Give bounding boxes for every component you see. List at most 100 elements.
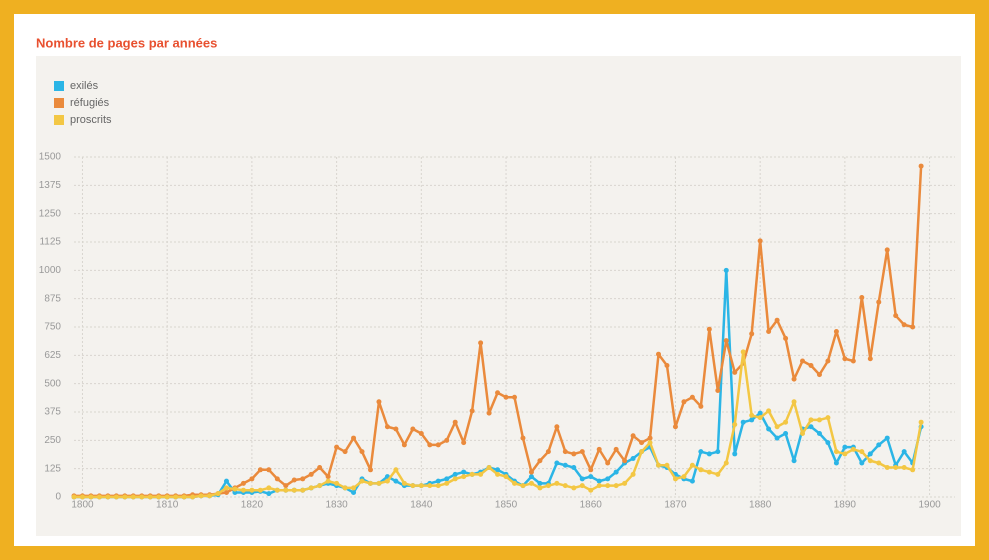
data-point bbox=[816, 431, 822, 437]
data-point bbox=[300, 476, 306, 482]
data-point bbox=[461, 440, 467, 446]
data-point bbox=[766, 408, 772, 414]
data-point bbox=[105, 494, 111, 500]
data-point bbox=[800, 431, 806, 437]
data-point bbox=[249, 487, 255, 493]
data-point bbox=[757, 410, 763, 416]
data-point bbox=[351, 489, 357, 495]
data-point bbox=[528, 469, 534, 475]
data-point bbox=[291, 487, 297, 493]
data-point bbox=[384, 478, 390, 484]
data-point bbox=[554, 424, 560, 430]
data-point bbox=[791, 399, 797, 405]
data-point bbox=[342, 485, 348, 491]
data-point bbox=[367, 480, 373, 486]
data-point bbox=[715, 449, 721, 455]
data-point bbox=[376, 399, 382, 405]
data-point bbox=[816, 417, 822, 423]
data-point bbox=[528, 480, 534, 486]
data-point bbox=[825, 415, 831, 421]
data-point bbox=[122, 494, 128, 500]
data-point bbox=[164, 494, 170, 500]
data-point bbox=[359, 478, 365, 484]
data-point bbox=[334, 480, 340, 486]
data-point bbox=[698, 467, 704, 473]
data-point bbox=[698, 449, 704, 455]
data-point bbox=[876, 299, 882, 305]
data-point bbox=[605, 460, 611, 466]
y-tick-label: 1000 bbox=[39, 265, 62, 276]
data-point bbox=[689, 394, 695, 400]
data-point bbox=[190, 494, 196, 500]
data-point bbox=[139, 494, 145, 500]
data-point bbox=[867, 458, 873, 464]
data-point bbox=[706, 451, 712, 457]
data-point bbox=[842, 451, 848, 457]
data-point bbox=[630, 455, 636, 461]
y-tick-label: 625 bbox=[44, 350, 61, 361]
data-point bbox=[918, 419, 924, 425]
data-point bbox=[393, 478, 399, 484]
y-tick-label: 1125 bbox=[39, 237, 61, 248]
data-point bbox=[334, 444, 340, 450]
data-point bbox=[495, 471, 501, 477]
data-point bbox=[401, 480, 407, 486]
y-tick-label: 875 bbox=[44, 293, 61, 304]
data-point bbox=[656, 351, 662, 357]
data-point bbox=[783, 419, 789, 425]
data-point bbox=[198, 493, 204, 499]
data-point bbox=[723, 460, 729, 466]
legend-swatch bbox=[54, 115, 64, 125]
data-point bbox=[401, 442, 407, 448]
data-point bbox=[435, 442, 441, 448]
data-point bbox=[664, 462, 670, 468]
data-point bbox=[88, 494, 94, 500]
data-point bbox=[461, 469, 467, 475]
data-point bbox=[622, 458, 628, 464]
data-point bbox=[418, 431, 424, 437]
data-point bbox=[257, 467, 263, 473]
data-point bbox=[503, 474, 509, 480]
data-point bbox=[774, 424, 780, 430]
data-point bbox=[588, 474, 594, 480]
data-point bbox=[918, 163, 924, 169]
data-point bbox=[554, 460, 560, 466]
data-point bbox=[850, 358, 856, 364]
legend-label: proscrits bbox=[70, 114, 112, 126]
data-point bbox=[672, 424, 678, 430]
data-point bbox=[232, 486, 238, 492]
data-point bbox=[884, 465, 890, 471]
data-point bbox=[816, 372, 822, 378]
data-point bbox=[884, 435, 890, 441]
data-point bbox=[706, 326, 712, 332]
data-point bbox=[545, 483, 551, 489]
data-point bbox=[562, 462, 568, 468]
data-point bbox=[427, 442, 433, 448]
data-point bbox=[113, 494, 119, 500]
data-point bbox=[96, 494, 102, 500]
data-point bbox=[596, 446, 602, 452]
data-point bbox=[478, 471, 484, 477]
data-point bbox=[300, 487, 306, 493]
data-point bbox=[605, 483, 611, 489]
data-point bbox=[783, 335, 789, 341]
data-point bbox=[512, 394, 517, 400]
data-point bbox=[630, 471, 636, 477]
data-point bbox=[452, 419, 458, 425]
x-tick-label: 1810 bbox=[156, 500, 179, 511]
data-point bbox=[647, 440, 653, 446]
data-point bbox=[486, 410, 492, 416]
data-point bbox=[240, 487, 246, 493]
legend-swatch bbox=[54, 81, 64, 91]
data-point bbox=[749, 417, 755, 423]
data-point bbox=[859, 295, 865, 301]
data-point bbox=[639, 449, 645, 455]
data-point bbox=[766, 426, 772, 432]
data-point bbox=[486, 465, 492, 471]
data-point bbox=[223, 478, 229, 484]
data-point bbox=[223, 485, 229, 491]
data-point bbox=[698, 403, 704, 409]
x-tick-label: 1900 bbox=[918, 500, 941, 511]
x-tick-label: 1820 bbox=[241, 500, 264, 511]
